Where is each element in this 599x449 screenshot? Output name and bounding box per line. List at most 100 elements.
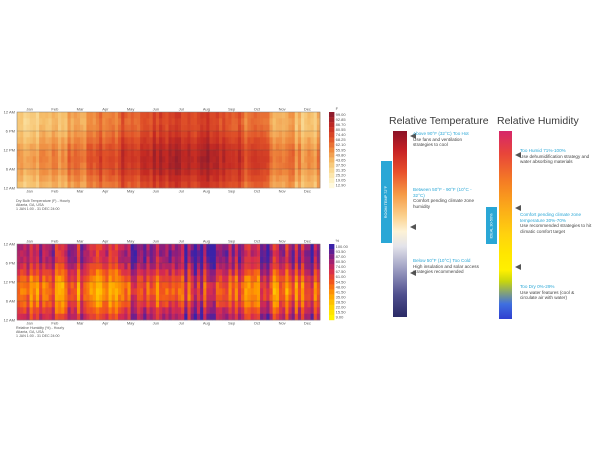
heatmap-cell [80,112,84,119]
heatmap-cell [111,175,116,182]
heatmap-cell [269,150,273,157]
heatmap-cell [159,150,163,157]
heatmap-cell [228,150,232,157]
heatmap-cell [206,118,210,125]
heatmap-cell [203,175,207,182]
heatmap-cell [92,112,97,119]
heatmap-cell [111,307,116,314]
heatmap-cell [17,269,21,276]
heatmap-cell [124,175,128,182]
heatmap-cell [297,294,302,302]
heatmap-cell [253,244,258,251]
heatmap-cell [291,131,296,138]
heatmap-cell [124,181,128,189]
heatmap-cell [225,244,229,251]
heatmap-cell [32,175,37,182]
heatmap-cell [272,307,277,314]
heatmap-cell [45,307,49,314]
heatmap-cell [99,137,103,144]
heatmap-cell [177,137,182,144]
heatmap-cell [146,263,150,270]
heatmap-cell [140,288,144,295]
heatmap-cell [181,313,185,321]
room-temp-band: ROOM TEMP 72°F [381,161,392,243]
heatmap-cell [307,124,311,132]
heatmap-cell [256,263,261,270]
heatmap-cell [237,124,242,132]
heatmap-cell [212,301,217,308]
heatmap-cell [234,181,239,189]
heatmap-cell [278,275,283,283]
heatmap-cell [193,118,198,125]
heatmap-cell [165,143,169,151]
heatmap-cell [288,244,292,251]
heatmap-cell [121,175,125,182]
heatmap-cell [26,282,30,289]
heatmap-cell [241,294,245,302]
heatmap-cell [260,288,264,295]
heatmap-cell [212,250,217,257]
humidity-gradient-bar [499,131,512,319]
heatmap-cell [76,275,81,283]
heatmap-cell [200,112,204,119]
heatmap-cell [168,269,172,276]
heatmap-cell [32,181,37,189]
heatmap-cell [250,175,255,182]
heatmap-cell [51,162,56,170]
heatmap-cell [272,131,277,138]
heatmap-cell [51,263,56,270]
heatmap-cell [108,162,112,170]
heatmap-cell [146,156,150,163]
heatmap-cell [285,175,289,182]
heatmap-cell [263,250,267,257]
heatmap-cell [313,263,318,270]
heatmap-cell [244,181,248,189]
heatmap-cell [23,162,27,170]
heatmap-cell [200,156,204,163]
heatmap-cell [64,169,68,176]
heatmap-cell [152,131,157,138]
heatmap-cell [35,143,40,151]
heatmap-cell [285,112,289,119]
heatmap-cell [64,118,68,125]
heatmap-cell [219,118,223,125]
heatmap-cell [20,131,24,138]
heatmap-cell [143,301,147,308]
heatmap-cell [196,181,201,189]
heatmap-cell [297,263,302,270]
heatmap-cell [152,275,157,283]
heatmap-cell [231,169,236,176]
heatmap-cell [316,131,321,138]
heatmap-cell [146,313,150,321]
heatmap-cell [39,244,43,251]
heatmap-cell [294,124,299,132]
heatmap-cell [133,282,138,289]
heatmap-cell [149,112,154,119]
heatmap-cell [99,131,103,138]
x-tick-label-bottom: Apr [102,189,109,194]
heatmap-cell [111,250,116,257]
heatmap-cell [99,307,103,314]
heatmap-cell [234,156,239,163]
heatmap-cell [89,124,94,132]
heatmap-cell [20,313,24,321]
heatmap-cell [64,282,68,289]
heatmap-cell [222,143,226,151]
heatmap-cell [149,244,154,251]
heatmap-cell [124,275,128,283]
heatmap-cell [200,181,204,189]
heatmap-cell [23,137,27,144]
heatmap-cell [219,275,223,283]
heatmap-cell [291,150,296,157]
heatmap-cell [64,275,68,283]
heatmap-cell [118,288,122,295]
heatmap-cell [162,275,166,283]
heatmap-cell [291,175,296,182]
heatmap-cell [247,143,251,151]
heatmap-cell [291,282,296,289]
heatmap-cell [35,301,40,308]
heatmap-cell [288,162,292,170]
heatmap-cell [269,181,273,189]
heatmap-cell [190,301,195,308]
heatmap-cell [76,307,81,314]
